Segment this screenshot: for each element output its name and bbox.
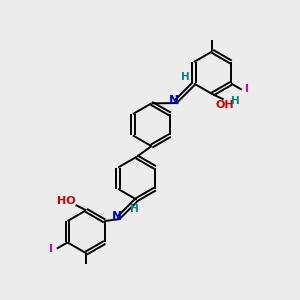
Text: OH: OH bbox=[216, 100, 235, 110]
Text: N: N bbox=[169, 94, 178, 107]
Text: N: N bbox=[112, 210, 122, 224]
Text: I: I bbox=[245, 84, 249, 94]
Text: HO: HO bbox=[57, 196, 76, 206]
Text: H: H bbox=[130, 204, 139, 214]
Text: I: I bbox=[50, 244, 53, 254]
Text: H: H bbox=[231, 96, 239, 106]
Text: H: H bbox=[181, 72, 190, 82]
